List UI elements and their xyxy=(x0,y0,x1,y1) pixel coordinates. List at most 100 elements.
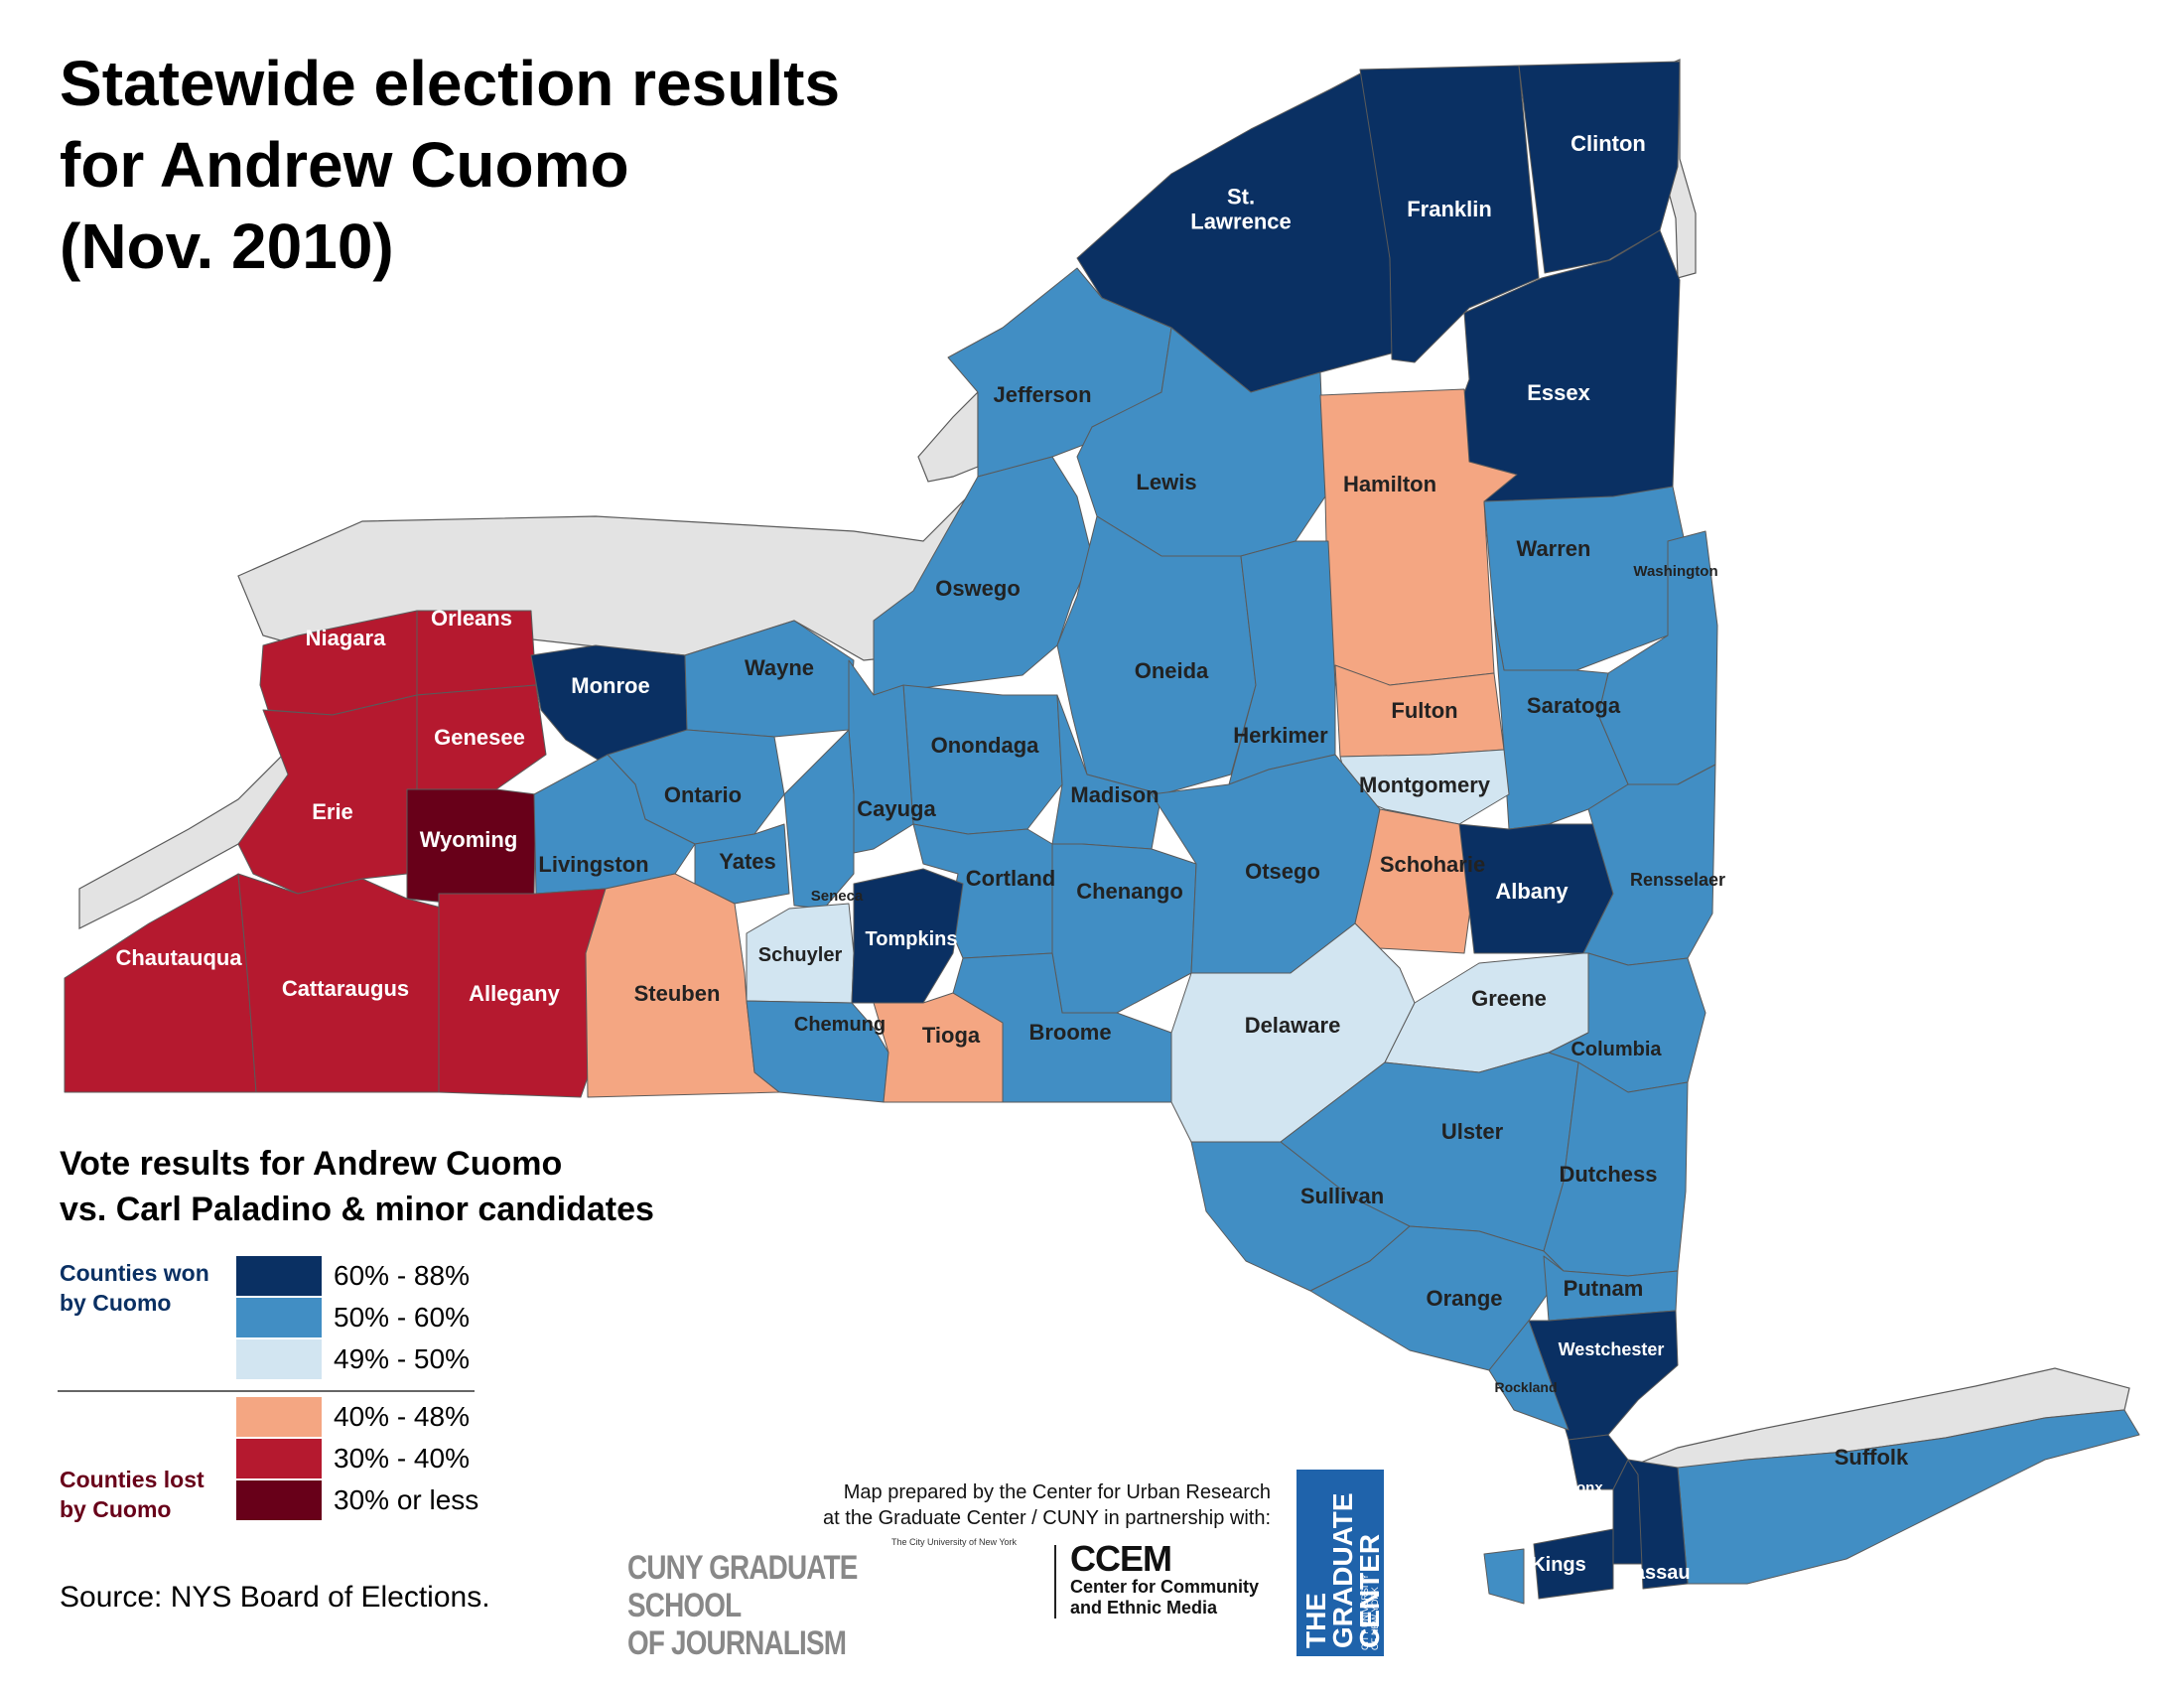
legend-swatch xyxy=(236,1256,322,1296)
county-shape xyxy=(1677,1409,2140,1585)
county-label: Putnam xyxy=(1564,1276,1644,1301)
county-label: Essex xyxy=(1527,380,1590,405)
county-label: Saratoga xyxy=(1527,693,1621,718)
county-shape xyxy=(1488,1320,1570,1431)
county-label: Clinton xyxy=(1570,131,1646,156)
legend-swatch xyxy=(236,1439,322,1478)
county-label: Sullivan xyxy=(1300,1184,1384,1208)
county-label: Ontario xyxy=(664,782,742,807)
county-label: Livingston xyxy=(538,852,648,877)
county-label: Nassau xyxy=(1619,1562,1690,1584)
county-label: Herkimer xyxy=(1233,723,1328,748)
county-label: Queens xyxy=(1558,1514,1612,1531)
county-labels-layer: St. Lawrence Franklin Clinton Essex Jefferson… xyxy=(115,131,1909,1584)
county-label: Ulster xyxy=(1441,1119,1504,1144)
county-label: Orange xyxy=(1426,1286,1502,1311)
county-label: Hamilton xyxy=(1343,472,1436,496)
ccem-logo: CCEM Center for Community and Ethnic Med… xyxy=(1070,1541,1298,1618)
county-label: Jefferson xyxy=(993,382,1091,407)
county-label: Schuyler xyxy=(758,944,843,966)
county-label: Wayne xyxy=(745,655,814,680)
legend-swatch xyxy=(236,1480,322,1520)
county-label: Suffolk xyxy=(1835,1445,1909,1470)
county-label: Genesee xyxy=(434,725,525,750)
ccem-logo-text: CCEM xyxy=(1070,1538,1172,1579)
county-label: Madison xyxy=(1070,782,1159,807)
county-label: Cortland xyxy=(966,866,1055,891)
county-label: Erie xyxy=(312,799,353,824)
county-label: Monroe xyxy=(571,673,649,698)
cuny-logo-subtitle: The City University of New York xyxy=(890,1537,1017,1547)
county-label: Cayuga xyxy=(857,796,936,821)
legend-title: Vote results for Andrew Cuomo vs. Carl P… xyxy=(60,1145,654,1228)
county-shape xyxy=(783,729,855,910)
lake-area xyxy=(917,390,979,483)
legend-swatch xyxy=(236,1339,322,1379)
county-label: Fulton xyxy=(1391,698,1457,723)
county-label: Kings xyxy=(1531,1554,1586,1576)
county-label: Allegany xyxy=(469,981,560,1006)
county-label: Westchester xyxy=(1559,1339,1665,1359)
map-title: Statewide election results for Andrew Cu… xyxy=(60,48,841,282)
legend-divider xyxy=(58,1390,475,1392)
county-shape xyxy=(1051,843,1197,1014)
legend-lost-label: Counties lost by Cuomo xyxy=(60,1467,205,1522)
county-shape xyxy=(585,873,780,1098)
legend-won-label: Counties won by Cuomo xyxy=(60,1260,209,1316)
legend-range-label: 30% - 40% xyxy=(334,1443,470,1474)
county-label: Tompkins xyxy=(866,928,958,950)
cuny-journalism-logo: The City University of New York CUNY GRA… xyxy=(627,1537,1034,1662)
county-label: Niagara xyxy=(306,626,386,650)
county-label: Onondaga xyxy=(931,733,1040,758)
county-label: Wyoming xyxy=(420,827,518,852)
county-label: Broome xyxy=(1028,1020,1111,1045)
county-label: Otsego xyxy=(1245,859,1320,884)
credit-note: Map prepared by the Center for Urban Res… xyxy=(823,1481,1271,1529)
lakes-layer xyxy=(78,59,2130,1480)
county-label: Columbia xyxy=(1570,1039,1662,1060)
graduate-center-logo: THE GRADUATE CENTER CITY UNIVERSITY OF N… xyxy=(1297,1470,1384,1656)
county-label: Oswego xyxy=(935,576,1021,601)
county-shape xyxy=(1056,515,1257,795)
county-shape xyxy=(1533,1528,1614,1600)
county-label: Albany xyxy=(1495,879,1569,904)
county-label: Orleans xyxy=(431,606,512,631)
county-label: Oneida xyxy=(1135,658,1209,683)
counties-layer xyxy=(64,61,2140,1605)
legend-range-label: 60% - 88% xyxy=(334,1260,470,1291)
ccem-logo-subtitle: Center for Community and Ethnic Media xyxy=(1070,1577,1260,1618)
county-label: Washington xyxy=(1633,563,1717,580)
legend-range-label: 40% - 48% xyxy=(334,1401,470,1432)
legend-swatch xyxy=(236,1397,322,1437)
county-label: Warren xyxy=(1517,536,1591,561)
county-label: Rockland xyxy=(1494,1379,1557,1395)
graduate-center-logo-subtitle: CITY UNIVERSITY OF NEW YORK xyxy=(1360,1574,1380,1650)
county-label: Seneca xyxy=(811,888,864,905)
county-label: Delaware xyxy=(1245,1013,1341,1038)
logo-divider xyxy=(1054,1545,1056,1618)
cuny-logo-text: CUNY GRADUATE SCHOOL OF JOURNALISM xyxy=(627,1549,858,1662)
county-label: Montgomery xyxy=(1359,773,1491,797)
county-label: Cattaraugus xyxy=(282,976,409,1001)
legend-range-label: 49% - 50% xyxy=(334,1343,470,1374)
county-label: Bronx xyxy=(1560,1479,1603,1496)
county-label: Chemung xyxy=(794,1014,886,1036)
county-label: Dutchess xyxy=(1559,1162,1657,1187)
county-label: St. Lawrence xyxy=(1190,184,1292,233)
county-label: Schoharie xyxy=(1380,852,1485,877)
county-label: Steuben xyxy=(634,981,721,1006)
county-shape xyxy=(1483,1548,1525,1605)
county-label: Greene xyxy=(1471,986,1547,1011)
county-label: Franklin xyxy=(1407,197,1492,221)
source-note: Source: NYS Board of Elections. xyxy=(60,1581,490,1614)
county-label: Yates xyxy=(719,849,776,874)
legend-range-label: 30% or less xyxy=(334,1484,479,1515)
county-label: Chautauqua xyxy=(115,945,242,970)
county-shape xyxy=(1627,1459,1689,1590)
county-label: Rensselaer xyxy=(1630,870,1725,890)
legend-range-label: 50% - 60% xyxy=(334,1302,470,1333)
county-shape xyxy=(1170,922,1416,1143)
county-label: Tioga xyxy=(922,1023,981,1048)
legend-swatch xyxy=(236,1298,322,1337)
